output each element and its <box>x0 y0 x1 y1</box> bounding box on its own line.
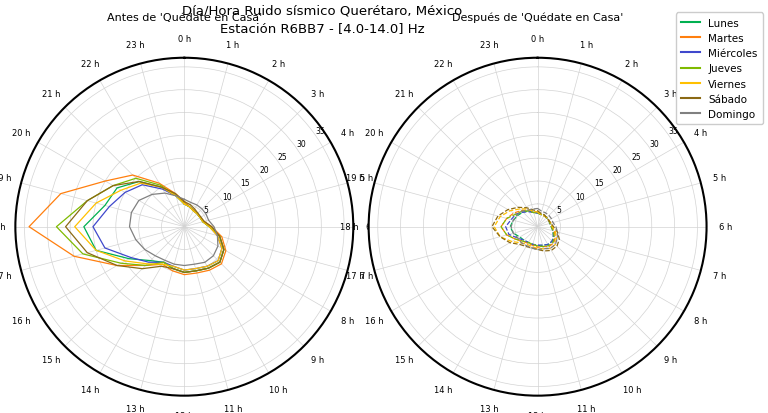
Text: Día/Hora Ruido sísmico Querétaro, México
Estación R6BB7 - [4.0-14.0] Hz: Día/Hora Ruido sísmico Querétaro, México… <box>183 4 462 35</box>
Title: Después de 'Quédate en Casa': Después de 'Quédate en Casa' <box>452 12 624 23</box>
Title: Antes de 'Quédate en Casa': Antes de 'Quédate en Casa' <box>107 13 262 23</box>
Legend: Lunes, Martes, Miércoles, Jueves, Viernes, Sábado, Domingo: Lunes, Martes, Miércoles, Jueves, Vierne… <box>676 14 763 125</box>
